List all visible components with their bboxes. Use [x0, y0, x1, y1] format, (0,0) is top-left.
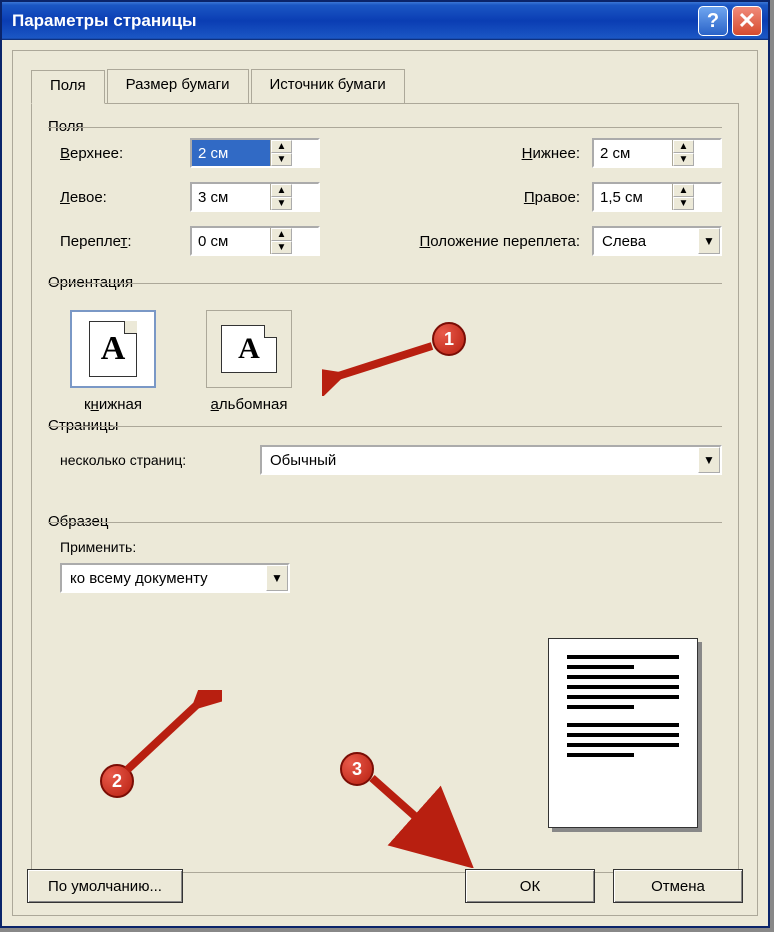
spin-down-icon[interactable]: ▼: [673, 153, 694, 166]
chevron-down-icon[interactable]: ▼: [698, 447, 720, 473]
spin-up-icon[interactable]: ▲: [271, 140, 292, 153]
input-bottom[interactable]: [594, 140, 672, 166]
spin-up-icon[interactable]: ▲: [271, 228, 292, 241]
label-multi-pages: несколько страниц:: [60, 452, 260, 468]
combo-pages[interactable]: Обычный ▼: [260, 445, 722, 475]
label-left: Левое:: [60, 189, 190, 206]
combo-gutter-pos-value: Слева: [594, 231, 698, 252]
input-left[interactable]: [192, 184, 270, 210]
spin-down-icon[interactable]: ▼: [673, 197, 694, 210]
cancel-button[interactable]: Отмена: [613, 869, 743, 903]
landscape-icon: A: [221, 325, 277, 373]
input-gutter[interactable]: [192, 228, 270, 254]
chevron-down-icon[interactable]: ▼: [698, 228, 720, 254]
label-gutter-pos: Положение переплета:: [320, 233, 592, 250]
window-title: Параметры страницы: [12, 11, 197, 31]
spinner-top[interactable]: ▲▼: [190, 138, 320, 168]
tab-margins[interactable]: Поля: [31, 70, 105, 104]
orientation-portrait[interactable]: A книжная: [70, 310, 156, 413]
tab-bar: Поля Размер бумаги Источник бумаги: [31, 69, 739, 103]
input-top[interactable]: [192, 140, 270, 166]
spinner-gutter[interactable]: ▲▼: [190, 226, 320, 256]
spin-down-icon[interactable]: ▼: [271, 241, 292, 254]
spinner-bottom[interactable]: ▲▼: [592, 138, 722, 168]
callout-2: 2: [100, 764, 134, 798]
dialog-body: Поля Размер бумаги Источник бумаги Поля …: [12, 50, 758, 916]
spin-down-icon[interactable]: ▼: [271, 197, 292, 210]
combo-apply-to-value: ко всему документу: [62, 568, 266, 589]
tab-page-margins: Поля Верхнее: ▲▼ Нижнее: ▲▼ Левое: ▲▼: [31, 103, 739, 873]
spin-up-icon[interactable]: ▲: [673, 184, 694, 197]
ok-button[interactable]: ОК: [465, 869, 595, 903]
orientation-portrait-label: книжная: [84, 396, 142, 413]
portrait-icon: A: [89, 321, 137, 377]
spin-up-icon[interactable]: ▲: [271, 184, 292, 197]
tab-paper-size[interactable]: Размер бумаги: [107, 69, 249, 103]
input-right[interactable]: [594, 184, 672, 210]
spin-up-icon[interactable]: ▲: [673, 140, 694, 153]
label-right: Правое:: [320, 189, 592, 206]
chevron-down-icon[interactable]: ▼: [266, 565, 288, 591]
label-apply: Применить:: [60, 539, 722, 555]
close-button[interactable]: ✕: [732, 6, 762, 36]
orientation-landscape[interactable]: A альбомная: [206, 310, 292, 413]
spin-down-icon[interactable]: ▼: [271, 153, 292, 166]
titlebar: Параметры страницы ? ✕: [2, 2, 768, 40]
tab-paper-source[interactable]: Источник бумаги: [251, 69, 405, 103]
default-button[interactable]: По умолчанию...: [27, 869, 183, 903]
combo-apply-to[interactable]: ко всему документу ▼: [60, 563, 290, 593]
spinner-right[interactable]: ▲▼: [592, 182, 722, 212]
spinner-left[interactable]: ▲▼: [190, 182, 320, 212]
label-gutter: Переплет:: [60, 233, 190, 250]
label-top: Верхнее:: [60, 145, 190, 162]
label-bottom: Нижнее:: [320, 145, 592, 162]
callout-1: 1: [432, 322, 466, 356]
help-button[interactable]: ?: [698, 6, 728, 36]
orientation-landscape-label: альбомная: [211, 396, 288, 413]
callout-3: 3: [340, 752, 374, 786]
preview-panel: [548, 638, 698, 828]
dialog-window: Параметры страницы ? ✕ Поля Размер бумаг…: [0, 0, 770, 928]
combo-gutter-pos[interactable]: Слева ▼: [592, 226, 722, 256]
combo-pages-value: Обычный: [262, 450, 698, 471]
